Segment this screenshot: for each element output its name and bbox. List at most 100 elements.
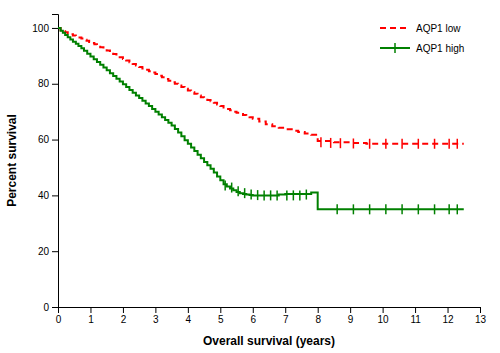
- x-tick: 8: [315, 307, 321, 325]
- y-tick: 80: [38, 78, 58, 89]
- censor-mark: [448, 139, 450, 149]
- y-tick-mark: [52, 28, 58, 29]
- censor-mark: [457, 139, 459, 149]
- censor-mark: [244, 188, 246, 198]
- censor-mark: [224, 181, 226, 191]
- censor-mark: [369, 139, 371, 149]
- x-tick-mark: [318, 307, 319, 313]
- y-axis: 0 20 40 60 80 100: [32, 15, 58, 313]
- censor-mark: [237, 186, 239, 196]
- x-tick: 11: [410, 307, 421, 325]
- x-tick-label: 7: [283, 314, 289, 325]
- x-tick-mark: [90, 307, 91, 313]
- x-tick: 3: [153, 307, 159, 325]
- x-tick-label: 9: [348, 314, 354, 325]
- x-tick-label: 13: [475, 314, 487, 325]
- y-tick-label: 80: [38, 78, 50, 89]
- x-tick-mark: [383, 307, 384, 313]
- y-tick-label: 40: [38, 190, 50, 201]
- y-tick-label: 60: [38, 134, 50, 145]
- x-tick-label: 12: [442, 314, 454, 325]
- x-tick-mark: [415, 307, 416, 313]
- legend-marker: [394, 43, 396, 53]
- y-tick-mark: [52, 195, 58, 196]
- censor-mark: [369, 204, 371, 214]
- censor-mark: [385, 139, 387, 149]
- x-tick-mark: [480, 307, 481, 313]
- censor-mark: [263, 190, 265, 200]
- censor-mark: [418, 204, 420, 214]
- x-tick-label: 8: [315, 314, 321, 325]
- censor-mark: [293, 190, 295, 200]
- x-tick: 12: [442, 307, 454, 325]
- y-tick-label: 100: [32, 23, 49, 34]
- chart: 012345678910111213020406080100Overall su…: [0, 0, 500, 353]
- legend-label: AQP1 low: [416, 23, 461, 34]
- censor-mark: [231, 183, 233, 193]
- x-tick-mark: [350, 307, 351, 313]
- x-tick: 5: [218, 307, 224, 325]
- censor-mark: [401, 204, 403, 214]
- censor-mark: [434, 204, 436, 214]
- censor-mark: [340, 138, 342, 148]
- x-tick: 4: [186, 307, 192, 325]
- x-tick-label: 10: [378, 314, 390, 325]
- x-axis-title: Overall survival (years): [203, 334, 335, 348]
- censor-mark: [418, 139, 420, 149]
- x-tick-label: 4: [186, 314, 192, 325]
- x-tick: 7: [283, 307, 289, 325]
- y-tick-mark: [52, 140, 58, 141]
- censor-mark: [353, 138, 355, 148]
- y-tick: 60: [38, 134, 58, 145]
- marks: [58, 28, 464, 214]
- x-tick-mark: [123, 307, 124, 313]
- x-tick: 6: [250, 307, 256, 325]
- legend: AQP1 low AQP1 high: [380, 23, 464, 54]
- censor-mark: [457, 204, 459, 214]
- censor-mark: [336, 204, 338, 214]
- censor-mark: [320, 137, 322, 147]
- legend-item: AQP1 high: [380, 43, 464, 54]
- x-axis-line: [59, 308, 481, 314]
- x-tick-label: 0: [56, 314, 62, 325]
- y-tick-label: 0: [43, 302, 49, 313]
- legend-label: AQP1 high: [416, 43, 464, 54]
- plot: 012345678910111213020406080100Overall su…: [5, 15, 486, 349]
- y-tick-mark: [52, 307, 58, 308]
- x-tick-label: 1: [88, 314, 94, 325]
- censor-mark: [286, 190, 288, 200]
- x-tick: 0: [56, 307, 62, 325]
- y-tick: 0: [43, 302, 58, 313]
- x-tick-mark: [220, 307, 221, 313]
- y-axis-line: [52, 15, 59, 308]
- legend-swatch: [380, 27, 410, 29]
- x-tick-mark: [448, 307, 449, 313]
- censor-mark: [385, 204, 387, 214]
- censor-mark: [353, 204, 355, 214]
- censor-mark: [299, 190, 301, 200]
- x-axis: 012345678910111213: [56, 307, 487, 325]
- x-tick: 2: [121, 307, 127, 325]
- x-tick-mark: [253, 307, 254, 313]
- x-tick-mark: [285, 307, 286, 313]
- x-tick-label: 2: [121, 314, 127, 325]
- survival-line: [58, 28, 464, 209]
- x-tick-label: 5: [218, 314, 224, 325]
- censor-mark: [306, 190, 308, 200]
- x-tick: 9: [348, 307, 354, 325]
- censor-mark: [434, 139, 436, 149]
- x-tick-mark: [188, 307, 189, 313]
- y-tick-mark: [52, 84, 58, 85]
- legend-item: AQP1 low: [380, 23, 461, 34]
- y-tick: 20: [38, 246, 58, 257]
- y-axis-title: Percent survival: [5, 114, 19, 207]
- x-tick-mark: [155, 307, 156, 313]
- x-tick-label: 6: [250, 314, 256, 325]
- censor-mark: [257, 190, 259, 200]
- censor-mark: [401, 139, 403, 149]
- x-tick: 1: [88, 307, 94, 325]
- censor-mark: [270, 190, 272, 200]
- x-tick: 10: [378, 307, 390, 325]
- x-tick-label: 11: [410, 314, 421, 325]
- y-tick: 40: [38, 190, 58, 201]
